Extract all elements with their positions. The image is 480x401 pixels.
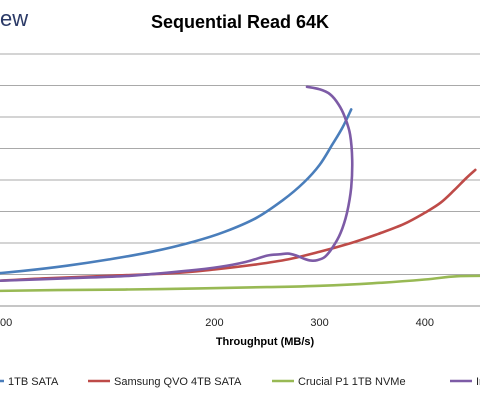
- legend-label: 1TB SATA: [8, 376, 59, 388]
- x-tick-labels: 00200300400500: [0, 317, 434, 329]
- legend-label: Crucial P1 1TB NVMe: [298, 376, 406, 388]
- x-tick-label: 400: [416, 317, 434, 329]
- legend-label: Samsung QVO 4TB SATA: [114, 376, 242, 388]
- x-tick-label: 200: [205, 317, 223, 329]
- x-tick-label: 00: [0, 317, 12, 329]
- legend: 1TB SATA Samsung QVO 4TB SATA Crucial P1 1…: [0, 376, 480, 388]
- chart-title: Sequential Read 64K: [150, 12, 330, 32]
- series-line-2: [0, 274, 480, 293]
- legend-label: In: [476, 376, 480, 388]
- series-line-0: [0, 108, 353, 275]
- gridlines: [0, 53, 480, 307]
- brand-logo-text: ew: [0, 6, 29, 31]
- series-line-3: [0, 85, 354, 283]
- x-tick-label: 300: [310, 317, 328, 329]
- series-lines: [0, 85, 480, 293]
- x-axis-label: Throughput (MB/s): [215, 336, 315, 348]
